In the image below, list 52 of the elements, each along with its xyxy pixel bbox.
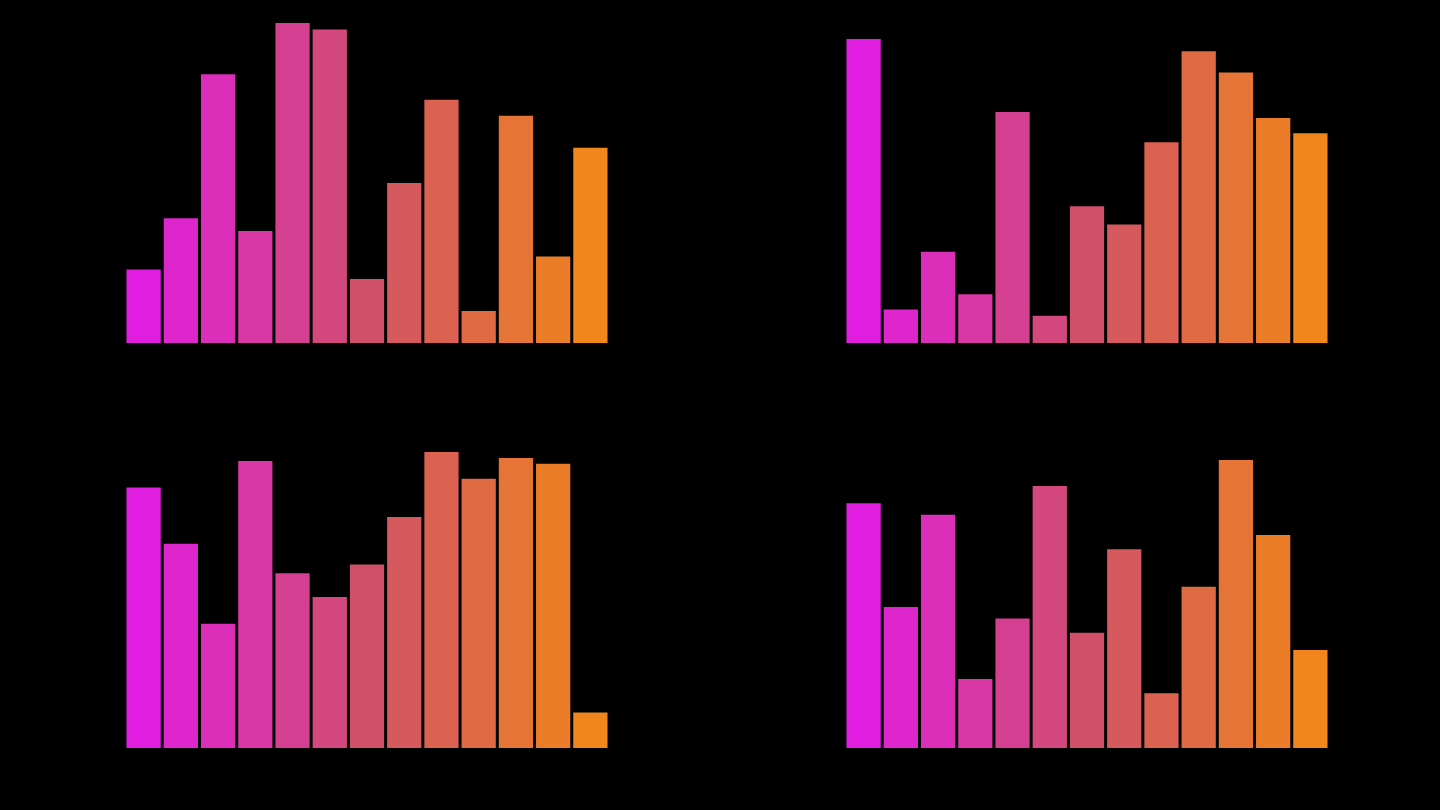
bar <box>536 463 571 748</box>
bar <box>1032 315 1067 343</box>
bar <box>275 23 310 343</box>
bar <box>200 623 236 748</box>
bar <box>126 269 161 343</box>
bar <box>312 29 347 343</box>
bar <box>846 39 881 343</box>
bar <box>1293 133 1328 343</box>
bar <box>387 183 422 343</box>
bar <box>1144 142 1179 343</box>
bar <box>163 218 198 343</box>
bar <box>958 294 993 343</box>
bar <box>498 457 534 748</box>
bar <box>995 111 1030 343</box>
bar <box>238 460 273 748</box>
bar <box>573 712 608 748</box>
bar <box>200 74 236 343</box>
bar <box>1293 650 1328 748</box>
bar <box>920 514 956 748</box>
bar <box>1181 51 1216 343</box>
bar <box>461 311 496 343</box>
bar <box>1218 72 1254 343</box>
bar <box>238 231 273 343</box>
bar <box>424 452 459 748</box>
bar <box>1256 534 1291 748</box>
bar <box>1181 586 1216 748</box>
bar <box>1256 118 1291 343</box>
bar <box>958 678 993 748</box>
bar <box>995 618 1030 748</box>
bar <box>275 573 310 748</box>
bar <box>920 251 956 343</box>
bar <box>883 606 918 748</box>
bar <box>536 256 571 343</box>
bar <box>461 478 496 748</box>
bar <box>883 309 918 343</box>
bar <box>163 543 198 748</box>
bar <box>1069 632 1105 748</box>
bar <box>573 147 608 343</box>
bar <box>349 564 385 748</box>
bar <box>1107 549 1142 748</box>
bar <box>126 487 161 748</box>
bar <box>349 279 385 343</box>
bar <box>498 115 534 343</box>
bar <box>1144 693 1179 748</box>
bar <box>1032 485 1067 748</box>
bar <box>312 597 347 748</box>
bar <box>424 99 459 343</box>
bar <box>846 503 881 748</box>
bar <box>1069 206 1105 343</box>
bar <box>387 517 422 748</box>
bar <box>1218 460 1254 748</box>
bar <box>1107 224 1142 343</box>
